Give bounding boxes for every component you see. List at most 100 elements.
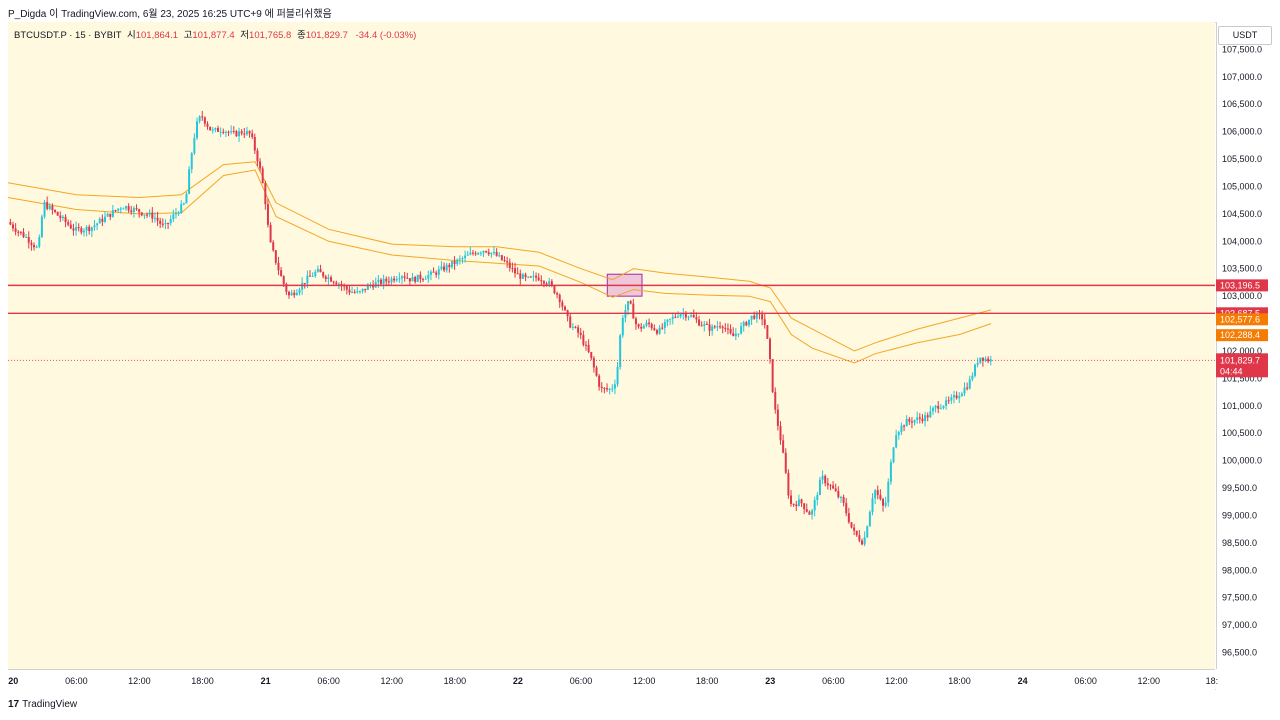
candle-body: [217, 128, 220, 132]
candle-body: [779, 425, 782, 441]
candle-body: [747, 319, 750, 326]
candle-body: [558, 294, 561, 303]
publish-header: P_Digda 이 TradingView.com, 6월 23, 2025 1…: [0, 0, 1280, 22]
candle-body: [285, 284, 288, 292]
time-tick-label: 12:00: [380, 676, 403, 686]
price-scale[interactable]: [1216, 22, 1275, 669]
candle-body: [535, 275, 538, 278]
candle-body: [306, 275, 309, 284]
candle-body: [443, 266, 446, 271]
candle-body: [916, 417, 919, 421]
candle-body: [77, 227, 80, 229]
price-tick-label: 100,000.0: [1222, 456, 1262, 466]
candle-body: [364, 288, 367, 290]
candle-body: [942, 406, 945, 408]
candle-body: [322, 272, 325, 277]
candle-body: [863, 537, 866, 545]
candle-body: [266, 204, 269, 225]
candle-body: [64, 216, 67, 223]
candle-body: [500, 255, 503, 261]
candle-body: [984, 358, 987, 361]
candle-body: [829, 485, 832, 487]
candle-body: [821, 475, 824, 480]
candle-body: [621, 317, 624, 336]
close-value: 101,829.7: [305, 30, 348, 41]
candle-body: [479, 252, 482, 254]
candle-body: [88, 226, 91, 232]
candle-body: [38, 237, 41, 247]
candle-body: [508, 262, 511, 269]
candle-body: [319, 269, 322, 273]
candle-body: [792, 503, 795, 505]
band-badge-bg: [1216, 313, 1268, 326]
candle-body: [684, 313, 687, 318]
symbol-label[interactable]: BTCUSDT.P · 15 · BYBIT: [14, 30, 122, 41]
candle-body: [377, 279, 380, 283]
candle-body: [25, 236, 28, 238]
candle-body: [43, 202, 46, 217]
candle-body: [726, 328, 729, 330]
candle-body: [719, 326, 722, 328]
candle-body: [700, 325, 703, 327]
candle-body: [958, 396, 961, 399]
candle-body: [606, 388, 609, 390]
candle-body: [230, 131, 233, 133]
candle-body: [671, 316, 674, 319]
last-price-badge: 101,829.7: [1220, 355, 1260, 365]
candle-body: [35, 246, 38, 248]
candle-body: [135, 208, 138, 210]
candle-body: [600, 386, 603, 388]
candle-body: [616, 366, 619, 385]
candle-body: [209, 126, 212, 131]
candle-body: [138, 209, 141, 213]
candle-body: [46, 202, 49, 209]
candle-body: [54, 210, 57, 212]
time-scale[interactable]: [8, 669, 1215, 691]
candle-body: [853, 527, 856, 531]
candle-body: [366, 284, 369, 290]
candle-body: [876, 490, 879, 496]
candle-body: [59, 215, 62, 219]
time-tick-label: 18:00: [191, 676, 214, 686]
low-value: 101,765.8: [249, 30, 292, 41]
candle-body: [482, 251, 485, 253]
candle-body: [816, 495, 819, 501]
candle-body: [414, 277, 417, 282]
candle-body: [860, 540, 863, 545]
candle-body: [169, 219, 172, 224]
candle-body: [493, 251, 496, 253]
candle-body: [832, 485, 835, 489]
candle-body: [698, 319, 701, 326]
candle-body: [708, 324, 711, 331]
candle-body: [164, 223, 167, 225]
candle-body: [214, 128, 217, 130]
candle-body: [866, 526, 869, 538]
candle-body: [776, 409, 779, 426]
candle-body: [598, 375, 601, 387]
candle-body: [327, 277, 330, 280]
candle-body: [540, 280, 543, 282]
time-tick-label: 20: [8, 676, 18, 686]
candle-body: [692, 315, 695, 318]
candle-body: [466, 254, 469, 256]
time-tick-label: 18:00: [444, 676, 467, 686]
candle-body: [545, 283, 548, 285]
candle-body: [811, 510, 814, 515]
candle-body: [469, 252, 472, 255]
time-tick-label: 22: [513, 676, 523, 686]
candle-body: [937, 405, 940, 409]
candle-body: [887, 481, 890, 503]
tradingview-logo-icon: 17: [8, 699, 20, 710]
candle-body: [574, 326, 577, 328]
candle-body: [125, 206, 128, 209]
candle-body: [75, 227, 78, 231]
currency-button[interactable]: USDT: [1218, 26, 1272, 45]
candle-body: [629, 301, 632, 304]
candle-body: [808, 511, 811, 515]
price-tick-label: 104,500.0: [1222, 209, 1262, 219]
candle-body: [232, 131, 235, 133]
candle-body: [385, 278, 388, 282]
candle-body: [613, 384, 616, 389]
candle-body: [913, 420, 916, 423]
